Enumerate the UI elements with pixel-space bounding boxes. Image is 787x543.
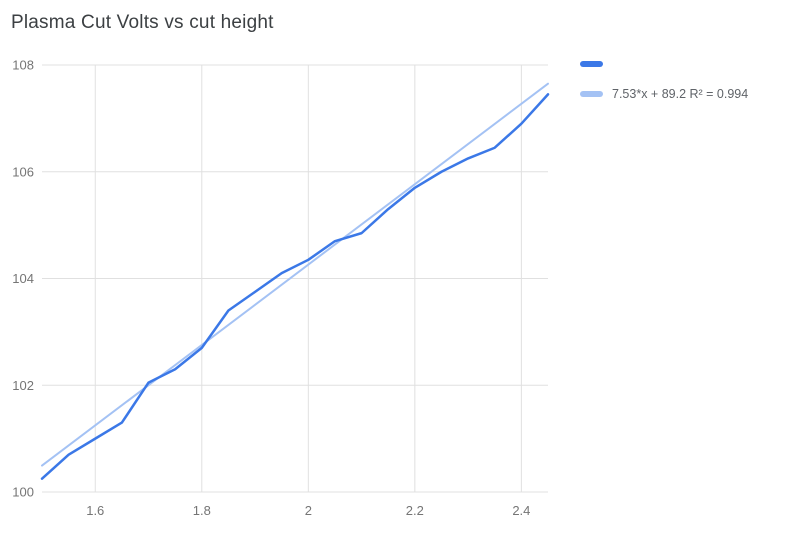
chart-title: Plasma Cut Volts vs cut height bbox=[11, 12, 274, 33]
x-tick-label: 1.8 bbox=[193, 503, 211, 518]
x-tick-label: 2 bbox=[305, 503, 312, 518]
y-tick-label: 108 bbox=[12, 58, 34, 73]
legend-swatch bbox=[580, 60, 603, 67]
y-tick-label: 102 bbox=[12, 378, 34, 393]
legend-label: 7.53*x + 89.2 R² = 0.994 bbox=[612, 86, 749, 101]
legend-swatch bbox=[580, 90, 603, 97]
legend: 7.53*x + 89.2 R² = 0.994 bbox=[580, 57, 749, 101]
x-tick-label: 2.2 bbox=[406, 503, 424, 518]
series-line-cut-volts bbox=[40, 93, 550, 480]
legend-item: 7.53*x + 89.2 R² = 0.994 bbox=[580, 86, 749, 101]
legend-item bbox=[580, 57, 748, 70]
y-tick-label: 104 bbox=[12, 271, 34, 286]
x-tick-label: 1.6 bbox=[86, 503, 104, 518]
y-tick-label: 100 bbox=[12, 485, 34, 500]
series-line-trendline bbox=[41, 82, 549, 467]
y-tick-label: 106 bbox=[12, 164, 34, 179]
x-tick-label: 2.4 bbox=[512, 503, 530, 518]
